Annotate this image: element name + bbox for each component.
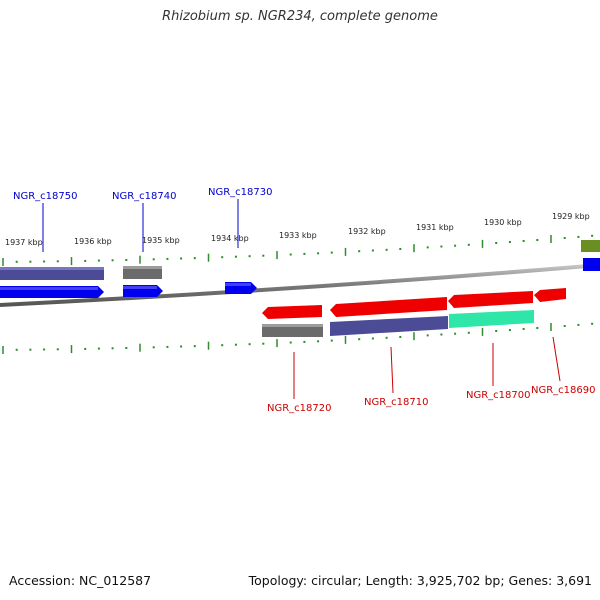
lower-tick-track [2,322,594,354]
gene-arrow-c18700[interactable] [448,291,533,308]
gene-labels: NGR_c18750 NGR_c18740 NGR_c18730 NGR_c18… [13,187,596,414]
gene-label-c18740[interactable]: NGR_c18740 [112,191,177,202]
tick-labels: 1937 kbp 1936 kbp 1935 kbp 1934 kbp 1933… [5,212,590,247]
tick-label-1937: 1937 kbp [5,238,43,247]
cds-bar-c18710[interactable] [330,316,448,336]
cds-bar-c18720[interactable] [262,324,323,337]
gene-label-c18750[interactable]: NGR_c18750 [13,191,78,202]
tick-label-1934: 1934 kbp [211,234,249,243]
cds-bar-c18750[interactable] [0,267,104,280]
tick-label-1933: 1933 kbp [279,231,317,240]
gene-label-c18690[interactable]: NGR_c18690 [531,385,596,396]
leader-c18690 [552,336,561,382]
gene-label-c18710[interactable]: NGR_c18710 [364,397,429,408]
tick-label-1929: 1929 kbp [552,212,590,221]
gene-label-c18720[interactable]: NGR_c18720 [267,403,332,414]
genome-summary-text: Topology: circular; Length: 3,925,702 bp… [248,573,592,588]
tick-label-1930: 1930 kbp [484,218,522,227]
accession-text: Accession: NC_012587 [9,573,152,588]
tick-label-1935: 1935 kbp [142,236,180,245]
upper-tick-track [2,234,594,266]
gene-arrow-edge-blue[interactable] [583,258,600,271]
genome-backbone [0,263,600,307]
tick-label-1932: 1932 kbp [348,227,386,236]
reverse-genes [262,288,566,337]
tick-label-1931: 1931 kbp [416,223,454,232]
gene-label-c18730[interactable]: NGR_c18730 [208,187,273,198]
tick-label-1936: 1936 kbp [74,237,112,246]
cds-bar-c18740[interactable] [123,266,162,279]
genome-title: Rhizobium sp. NGR234, complete genome [162,9,438,24]
cds-bar-c18700[interactable] [449,310,534,328]
leader-lines [42,199,561,399]
forward-genes [0,240,600,298]
leader-c18710 [390,346,394,394]
cds-bar-edge-olive[interactable] [581,240,600,252]
gene-arrow-c18710[interactable] [330,297,447,317]
gene-arrow-c18690[interactable] [534,288,566,302]
gene-label-c18700[interactable]: NGR_c18700 [466,390,531,401]
gene-arrow-c18720[interactable] [262,305,322,319]
